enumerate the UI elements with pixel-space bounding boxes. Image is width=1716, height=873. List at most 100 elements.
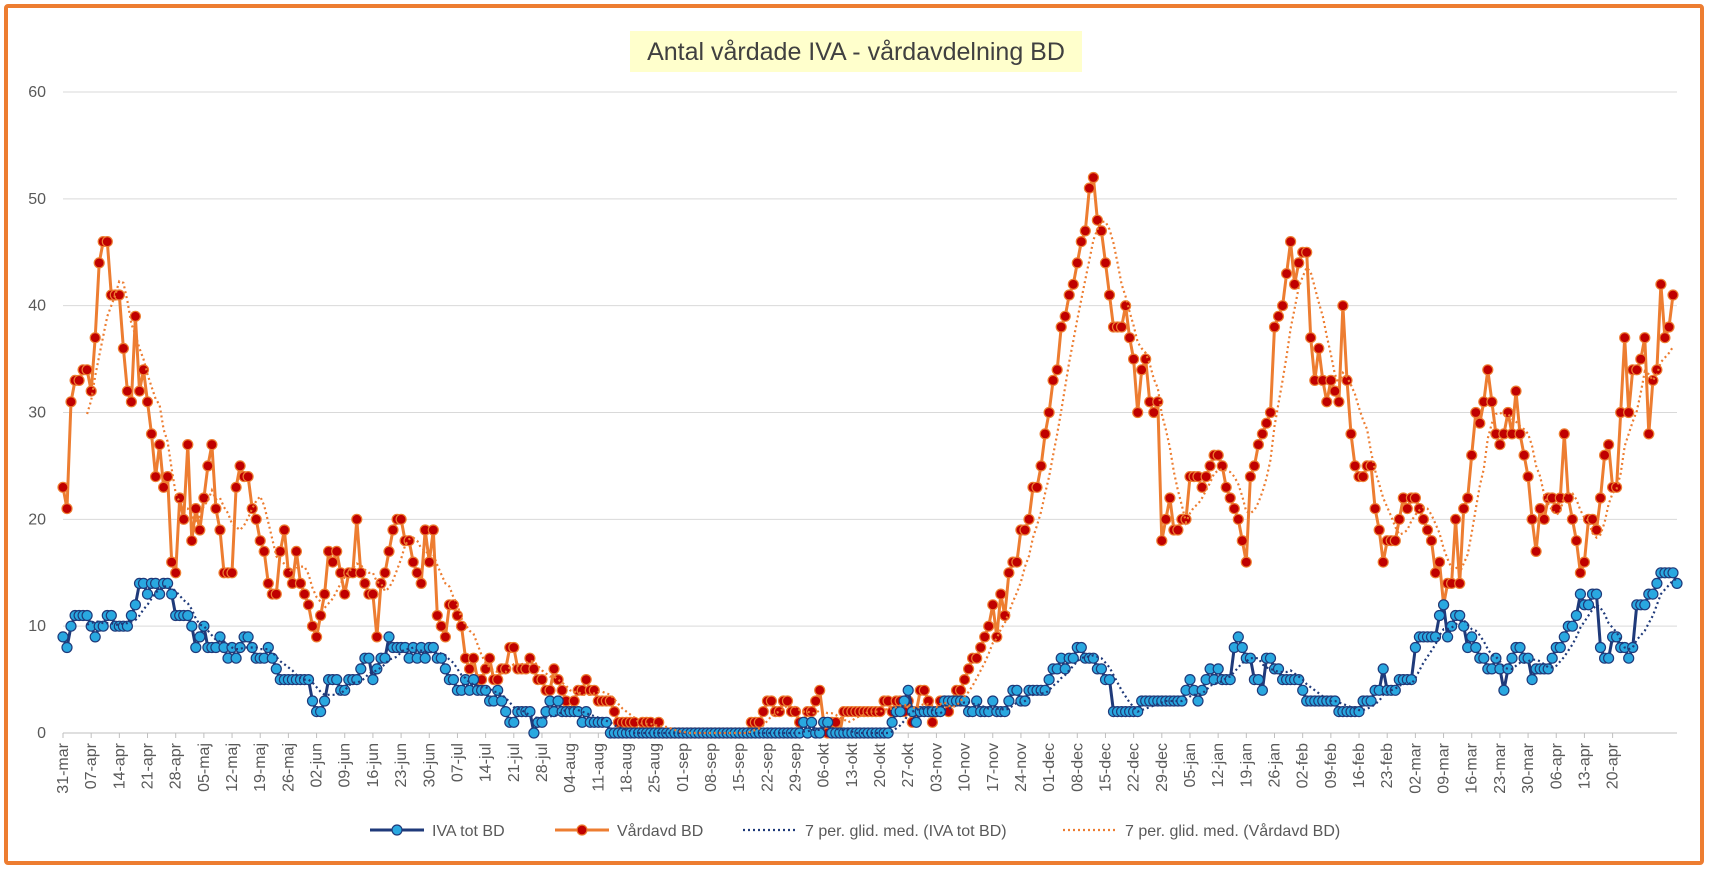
- iva-tot-bd-point: [190, 641, 202, 654]
- x-tick-label: 31-mar: [55, 742, 72, 793]
- vardavd-bd-point: [1345, 428, 1357, 440]
- vardavd-bd-point: [975, 641, 987, 654]
- legend-iva-tot-bd: IVA tot BD: [370, 823, 505, 840]
- vardavd-bd-point: [1321, 396, 1333, 408]
- x-tick-label: 13-okt: [844, 742, 861, 787]
- vardavd-bd-point: [101, 236, 113, 248]
- vardavd-bd-point: [351, 513, 363, 525]
- iva-tot-bd-point: [154, 588, 166, 600]
- vardavd-bd-point: [1103, 289, 1116, 301]
- vardavd-bd-point: [544, 684, 556, 696]
- iva-tot-bd-point: [1502, 663, 1514, 675]
- vardavd-bd-points: [57, 171, 1679, 739]
- iva-tot-bd-point: [194, 631, 206, 643]
- iva-tot-bd-point: [302, 673, 315, 686]
- iva-tot-bd-point: [1212, 663, 1224, 675]
- iva-tot-bd-point: [97, 620, 109, 632]
- vardavd-bd-point: [1252, 439, 1265, 451]
- vardavd-bd-point: [57, 481, 69, 493]
- vardavd-bd-point: [1288, 278, 1301, 290]
- vardavd-bd-point: [1474, 417, 1486, 429]
- vardavd-bd-point: [65, 396, 77, 408]
- vardavd-bd-point: [1164, 492, 1176, 504]
- iva-tot-bd-point: [528, 727, 540, 739]
- y-tick-label: 30: [28, 405, 46, 422]
- vardavd-bd-point: [1156, 535, 1168, 547]
- vardavd-bd-point: [1136, 364, 1148, 376]
- legend-vardavd-bd-marker: [576, 824, 588, 836]
- vardavd-bd-point: [226, 567, 238, 579]
- iva-tot-bd-point: [496, 695, 508, 707]
- vardavd-bd-point: [971, 652, 983, 664]
- iva-tot-bd-point: [319, 695, 331, 707]
- iva-tot-bd-point: [371, 663, 383, 675]
- vardavd-bd-point: [1232, 513, 1244, 525]
- vardavd-bd-point: [439, 631, 451, 643]
- iva-tot-bd-point: [1236, 641, 1248, 654]
- x-tick-label: 29-dec: [1154, 743, 1171, 792]
- iva-tot-bd-point: [89, 631, 101, 643]
- vardavd-bd-point: [150, 471, 162, 483]
- vardavd-bd-point: [387, 524, 399, 536]
- vardavd-bd-point: [1035, 460, 1047, 472]
- vardavd-bd-point: [1470, 406, 1482, 419]
- vardavd-bd-point: [1425, 535, 1438, 547]
- vardavd-bd-point: [1643, 428, 1655, 440]
- iva-tot-bd-point: [1389, 684, 1401, 696]
- x-tick-label: 16-mar: [1464, 742, 1481, 793]
- vardavd-bd-point: [1083, 182, 1096, 194]
- x-tick-label: 08-dec: [1069, 743, 1086, 792]
- vardavd-bd-point: [1160, 513, 1172, 525]
- vardavd-moving-average-line: [86, 220, 1674, 735]
- vardavd-bd-point: [246, 503, 258, 515]
- vardavd-bd-point: [1369, 503, 1381, 515]
- iva-tot-bd-point: [1514, 641, 1526, 654]
- vardavd-bd-point: [1260, 417, 1273, 429]
- vardavd-bd-point: [1337, 300, 1349, 312]
- vardavd-bd-point: [270, 588, 282, 600]
- x-tick-label: 09-feb: [1323, 743, 1340, 788]
- iva-tot-bd-point: [125, 609, 137, 622]
- vardavd-bd-point: [1067, 278, 1079, 290]
- vardavd-bd-point: [1059, 310, 1071, 322]
- iva-tot-bd-point: [898, 695, 910, 707]
- iva-tot-bd-point: [230, 652, 242, 664]
- chart-title-text: Antal vårdade IVA - vårdavdelning BD: [647, 38, 1065, 66]
- vardavd-bd-point: [431, 609, 443, 622]
- x-tick-label: 25-aug: [647, 743, 664, 793]
- vardavd-bd-point: [1284, 236, 1297, 248]
- vardavd-bd-point: [1534, 503, 1546, 515]
- plot-area: [57, 171, 1683, 739]
- iva-tot-bd-point: [1610, 631, 1623, 643]
- vardavd-bd-point: [1373, 524, 1385, 536]
- iva-tot-bd-point: [1011, 684, 1023, 696]
- vardavd-bd-point: [1514, 428, 1526, 440]
- x-tick-label: 23-jun: [393, 743, 410, 787]
- iva-tot-bd-point: [419, 652, 431, 664]
- vardavd-bd-point: [1132, 406, 1144, 419]
- x-tick-label: 16-jun: [365, 743, 382, 787]
- vardavd-bd-point: [1087, 171, 1100, 184]
- x-tick-label: 02-mar: [1407, 742, 1424, 793]
- vardavd-bd-point: [121, 385, 134, 397]
- iva-tot-bd-point: [500, 705, 512, 718]
- vardavd-bd-point: [1631, 364, 1643, 376]
- vardavd-bd-point: [1417, 513, 1430, 525]
- vardavd-bd-point: [379, 567, 391, 579]
- vardavd-bd-point: [1466, 449, 1478, 461]
- x-tick-label: 19-jan: [1238, 743, 1255, 787]
- vardavd-bd-point: [85, 385, 97, 397]
- x-tick-label: 01-sep: [675, 743, 692, 792]
- vardavd-bd-point: [166, 556, 178, 568]
- iva-tot-bd-point: [1470, 641, 1482, 654]
- y-axis: 0 10 20 30 40 50 60: [28, 84, 46, 742]
- iva-tot-bd-point: [1574, 588, 1587, 600]
- x-tick-label: 26-maj: [280, 743, 297, 792]
- iva-tot-bd-point: [1602, 652, 1615, 664]
- vardavd-bd-point: [423, 556, 435, 568]
- vardavd-bd-point: [375, 577, 387, 590]
- iva-tot-bd-point: [1478, 652, 1490, 664]
- vardavd-bd-point: [995, 588, 1007, 600]
- vardavd-bd-point: [230, 481, 242, 493]
- x-tick-label: 22-dec: [1126, 743, 1143, 792]
